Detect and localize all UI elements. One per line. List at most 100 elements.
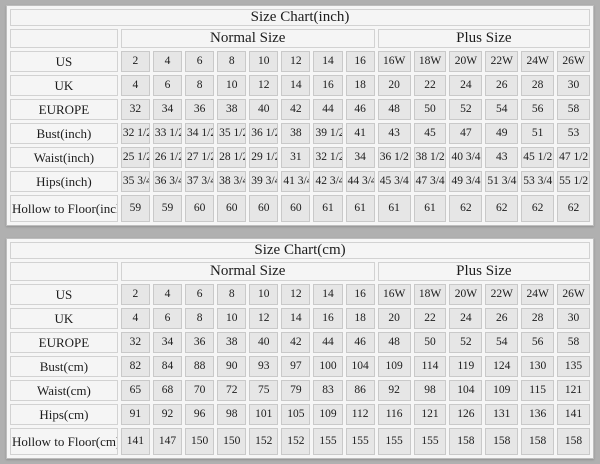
size-value-cell: 104 [449,380,483,401]
size-value-cell: 109 [377,356,411,377]
size-value-cell: 38 [217,332,247,353]
size-value-cell: 28 1/2 [217,147,247,168]
size-value-cell: 72 [217,380,247,401]
size-value-cell: 90 [217,356,247,377]
row-label: Bust(cm) [10,356,118,377]
size-value-cell: 42 [281,99,311,120]
table-row: EUROPE 32 34 36 38 40 42 44 46 48 50 52 54 56 58 [10,332,590,353]
size-value-cell: 24 [449,308,483,329]
size-value-cell: 70 [185,380,215,401]
size-value-cell: 22W [485,284,519,305]
group-header-row: Normal Size Plus Size [10,262,590,281]
size-value-cell: 27 1/2 [185,147,215,168]
size-value-cell: 59 [120,195,150,222]
size-value-cell: 109 [485,380,519,401]
size-value-cell: 16 [313,308,343,329]
size-value-cell: 45 1/2 [521,147,555,168]
size-value-cell: 30 [557,75,590,96]
size-value-cell: 10 [249,284,279,305]
size-value-cell: 41 [345,123,375,144]
size-value-cell: 36 [185,99,215,120]
size-value-cell: 61 [313,195,343,222]
size-value-cell: 12 [249,308,279,329]
size-value-cell: 4 [120,308,150,329]
size-value-cell: 141 [120,428,150,455]
size-value-cell: 54 [485,99,519,120]
size-value-cell: 92 [152,404,183,425]
size-value-cell: 158 [521,428,555,455]
table-row: US 2 4 6 8 10 12 14 16 16W 18W 20W 22W 24W 26W [10,284,590,305]
size-value-cell: 26 1/2 [152,147,183,168]
size-value-cell: 16 [345,284,375,305]
size-value-cell: 147 [152,428,183,455]
size-value-cell: 155 [313,428,343,455]
size-value-cell: 4 [152,51,183,72]
size-value-cell: 56 [521,332,555,353]
size-value-cell: 29 1/2 [249,147,279,168]
size-value-cell: 40 3/4 [449,147,483,168]
size-value-cell: 2 [120,284,150,305]
size-value-cell: 96 [185,404,215,425]
size-value-cell: 51 [521,123,555,144]
row-label: US [10,51,118,72]
row-label: Hollow to Floor(cm) [10,428,118,455]
group-header: Plus Size [377,29,590,48]
size-value-cell: 26 [485,308,519,329]
group-header: Normal Size [120,29,375,48]
size-value-cell: 62 [557,195,590,222]
size-value-cell: 14 [313,51,343,72]
size-value-cell: 26W [557,284,590,305]
size-value-cell: 48 [377,99,411,120]
size-value-cell: 61 [345,195,375,222]
size-chart-inch-table: Size Chart(inch) Normal Size Plus Size US 2 4… [6,5,594,226]
row-label: Hips(cm) [10,404,118,425]
size-value-cell: 60 [281,195,311,222]
size-value-cell: 51 3/4 [485,171,519,192]
size-value-cell: 61 [377,195,411,222]
size-value-cell: 22 [413,75,447,96]
size-value-cell: 20 [377,308,411,329]
size-value-cell: 47 3/4 [413,171,447,192]
size-value-cell: 97 [281,356,311,377]
table-row: EUROPE 32 34 36 38 40 42 44 46 48 50 52 54 56 58 [10,99,590,120]
size-value-cell: 62 [485,195,519,222]
size-value-cell: 84 [152,356,183,377]
size-value-cell: 45 [413,123,447,144]
table-row: Hips(cm) 91 92 96 98 101 105 109 112 116 121 126 131… [10,404,590,425]
size-value-cell: 54 [485,332,519,353]
size-value-cell: 25 1/2 [120,147,150,168]
size-value-cell: 152 [249,428,279,455]
size-value-cell: 155 [413,428,447,455]
size-value-cell: 43 [377,123,411,144]
size-value-cell: 6 [152,75,183,96]
size-value-cell: 49 3/4 [449,171,483,192]
size-value-cell: 158 [557,428,590,455]
size-value-cell: 55 1/2 [557,171,590,192]
row-label: Waist(cm) [10,380,118,401]
size-value-cell: 4 [152,284,183,305]
size-value-cell: 8 [185,75,215,96]
row-label: Hips(inch) [10,171,118,192]
size-value-cell: 30 [557,308,590,329]
size-value-cell: 12 [249,75,279,96]
size-value-cell: 91 [120,404,150,425]
size-value-cell: 150 [217,428,247,455]
size-value-cell: 36 [185,332,215,353]
size-value-cell: 46 [345,99,375,120]
size-value-cell: 12 [281,51,311,72]
size-value-cell: 10 [249,51,279,72]
size-value-cell: 59 [152,195,183,222]
corner-cell [10,29,118,48]
row-label: UK [10,308,118,329]
size-value-cell: 155 [377,428,411,455]
size-value-cell: 150 [185,428,215,455]
size-value-cell: 6 [152,308,183,329]
size-value-cell: 45 3/4 [377,171,411,192]
size-value-cell: 58 [557,332,590,353]
size-value-cell: 119 [449,356,483,377]
size-value-cell: 6 [185,284,215,305]
size-value-cell: 152 [281,428,311,455]
size-value-cell: 44 [313,99,343,120]
size-value-cell: 8 [217,51,247,72]
